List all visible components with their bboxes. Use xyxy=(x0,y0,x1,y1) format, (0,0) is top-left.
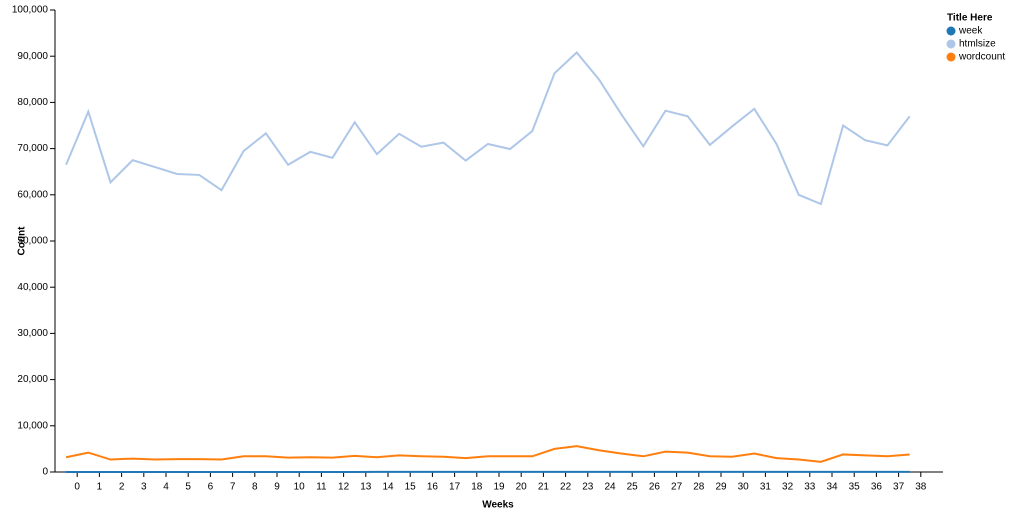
x-tick-label: 28 xyxy=(693,482,705,493)
x-tick-label: 30 xyxy=(738,482,750,493)
y-tick-label: 40,000 xyxy=(17,282,48,293)
x-tick-label: 11 xyxy=(316,482,327,493)
legend-label: htmlsize xyxy=(959,39,996,50)
x-tick-label: 4 xyxy=(163,482,169,493)
line-series xyxy=(65,445,910,463)
x-axis-title: Weeks xyxy=(482,500,514,511)
legend-swatch xyxy=(946,26,956,36)
x-tick-label: 19 xyxy=(493,482,505,493)
x-tick-label: 13 xyxy=(360,482,372,493)
x-tick-label: 9 xyxy=(274,482,280,493)
x-tick-label: 35 xyxy=(849,482,861,493)
legend-label: week xyxy=(958,26,983,37)
y-tick-label: 60,000 xyxy=(17,189,48,200)
y-tick-label: 10,000 xyxy=(17,420,48,431)
legend-label: wordcount xyxy=(958,52,1005,63)
x-tick-label: 14 xyxy=(382,482,394,493)
x-tick-label: 0 xyxy=(74,482,80,493)
x-tick-label: 27 xyxy=(671,482,683,493)
x-tick-label: 12 xyxy=(338,482,350,493)
x-tick-label: 24 xyxy=(604,482,616,493)
x-tick-label: 16 xyxy=(427,482,439,493)
x-tick-label: 29 xyxy=(715,482,727,493)
y-tick-label: 20,000 xyxy=(17,374,48,385)
x-tick-label: 32 xyxy=(782,482,794,493)
y-tick-label: 90,000 xyxy=(17,51,48,62)
y-axis-title: Count xyxy=(17,226,28,256)
x-tick-label: 2 xyxy=(119,482,125,493)
x-tick-label: 15 xyxy=(405,482,417,493)
x-tick-label: 25 xyxy=(627,482,639,493)
x-tick-label: 3 xyxy=(141,482,147,493)
x-tick-label: 5 xyxy=(185,482,191,493)
x-tick-label: 8 xyxy=(252,482,258,493)
y-tick-label: 30,000 xyxy=(17,328,48,339)
line-series xyxy=(65,51,911,206)
x-tick-label: 23 xyxy=(582,482,594,493)
y-tick-label: 80,000 xyxy=(17,97,48,108)
x-tick-label: 26 xyxy=(649,482,661,493)
y-tick-label: 70,000 xyxy=(17,143,48,154)
legend-swatch xyxy=(946,52,956,62)
x-tick-label: 6 xyxy=(208,482,214,493)
x-tick-label: 37 xyxy=(893,482,905,493)
legend-title: Title Here xyxy=(947,13,993,24)
x-tick-label: 36 xyxy=(871,482,883,493)
x-tick-label: 17 xyxy=(449,482,461,493)
x-tick-label: 22 xyxy=(560,482,572,493)
legend-swatch xyxy=(946,39,956,49)
x-tick-label: 7 xyxy=(230,482,236,493)
x-tick-label: 10 xyxy=(294,482,306,493)
x-tick-label: 33 xyxy=(804,482,816,493)
x-tick-label: 34 xyxy=(826,482,838,493)
x-tick-label: 18 xyxy=(471,482,483,493)
y-tick-label: 100,000 xyxy=(12,5,49,16)
x-tick-label: 20 xyxy=(516,482,528,493)
y-tick-label: 0 xyxy=(42,467,48,478)
y-tick-label: 50,000 xyxy=(17,236,48,247)
x-tick-label: 1 xyxy=(97,482,103,493)
x-tick-label: 21 xyxy=(538,482,550,493)
x-tick-label: 31 xyxy=(760,482,772,493)
x-tick-label: 38 xyxy=(915,482,927,493)
